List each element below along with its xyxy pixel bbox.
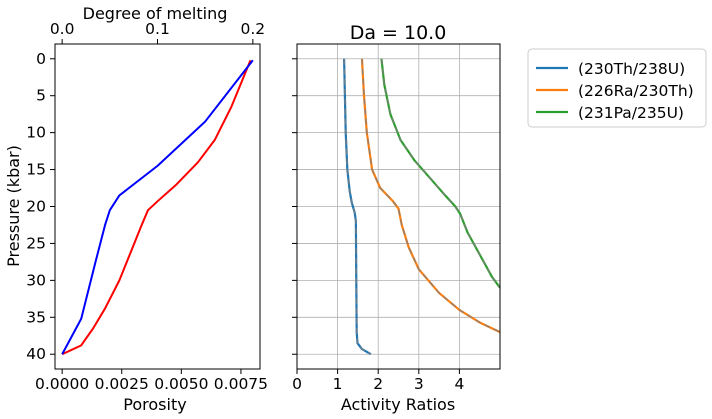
left-y-axis-label: Pressure (kbar): [4, 145, 23, 267]
right-x-tick-label: 1: [333, 375, 343, 393]
left-y-tick-label: 5: [36, 87, 46, 105]
left-panel: 0.0000 0.0025 0.0050 0.0075 0.0 0.1 0.2 0 5 10 15 2…: [4, 4, 268, 414]
legend-box: [527, 48, 707, 128]
left-plot-frame: [54, 43, 261, 370]
legend-label-1: (226Ra/230Th): [578, 82, 694, 100]
right-grid: [296, 44, 500, 369]
right-panel: 0 1 2 3 4 Da = 10.0 Activity Ratios: [292, 22, 501, 414]
right-x-tick-label: 4: [454, 375, 464, 393]
left-y-tick-label: 0: [36, 50, 46, 68]
left-x-tick-label: 0.0000: [35, 375, 89, 393]
right-series-line-2: [380, 58, 501, 289]
left-top-tick-label: 0.0: [50, 20, 75, 38]
left-x-tick-label: 0.0025: [95, 375, 149, 393]
left-x-tick-label: 0.0075: [214, 375, 268, 393]
left-y-tick-label: 10: [26, 124, 46, 142]
right-series-line-1: [360, 58, 501, 334]
left-axes: 0.0000 0.0025 0.0050 0.0075 0.0 0.1 0.2 0 5 10 15 2…: [26, 20, 268, 393]
legend-items: (230Th/238U) (226Ra/230Th) (231Pa/235U): [536, 60, 694, 122]
right-lines: [343, 58, 501, 356]
right-series-dashed-overlay-1: [361, 58, 501, 333]
right-axes: 0 1 2 3 4: [292, 58, 464, 393]
left-y-tick-label: 40: [26, 345, 46, 363]
right-chart-title: Da = 10.0: [350, 22, 447, 44]
left-series-line-0: [61, 59, 252, 356]
left-y-tick-label: 35: [26, 308, 46, 326]
legend-label-2: (231Pa/235U): [578, 104, 684, 122]
right-series-dashed-overlay-0: [343, 58, 372, 355]
left-y-tick-label: 30: [26, 271, 46, 289]
left-top-axis-label: Degree of melting: [83, 4, 228, 23]
right-x-tick-label: 2: [373, 375, 383, 393]
left-top-tick-label: 0.2: [241, 20, 266, 38]
left-series-line-1: [61, 59, 254, 355]
left-y-tick-label: 25: [26, 234, 46, 252]
right-x-axis-label: Activity Ratios: [341, 395, 455, 414]
right-series-dashed-overlay-2: [380, 58, 501, 289]
right-x-tick-label: 3: [414, 375, 424, 393]
legend: (230Th/238U) (226Ra/230Th) (231Pa/235U): [527, 48, 707, 128]
left-x-axis-label: Porosity: [123, 395, 186, 414]
legend-label-0: (230Th/238U): [578, 60, 685, 78]
left-top-tick-label: 0.1: [145, 20, 170, 38]
right-x-tick-label: 0: [292, 375, 302, 393]
left-lines: [61, 59, 254, 356]
left-y-tick-label: 15: [26, 161, 46, 179]
left-x-tick-label: 0.0050: [154, 375, 208, 393]
left-y-tick-label: 20: [26, 198, 46, 216]
